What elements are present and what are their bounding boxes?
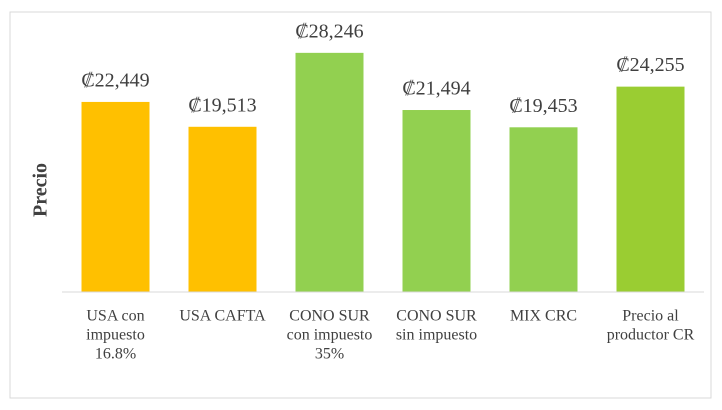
bar (295, 52, 364, 293)
x-tick-label: 16.8% (95, 346, 136, 363)
value-label: ₡19,453 (509, 95, 577, 117)
x-tick-label: impuesto (86, 327, 145, 344)
bar (402, 110, 471, 293)
bar (616, 86, 685, 293)
value-label: ₡24,255 (616, 54, 684, 76)
x-tick-label: productor CR (607, 327, 695, 344)
x-tick-label: sin impuesto (396, 327, 477, 344)
x-tick-label: 35% (315, 346, 344, 363)
x-tick-label: MIX CRC (510, 308, 577, 325)
x-tick-label: USA CAFTA (179, 308, 266, 325)
x-tick-label: USA con (86, 308, 144, 325)
x-tick-label: CONO SUR (289, 308, 370, 325)
value-label: ₡28,246 (295, 20, 363, 42)
bar (81, 101, 150, 293)
value-label: ₡21,494 (402, 78, 470, 100)
x-tick-label: Precio al (622, 308, 679, 325)
bar (509, 127, 578, 292)
x-tick-label: CONO SUR (396, 308, 477, 325)
y-axis-label: Precio (30, 163, 52, 217)
x-tick-label: con impuesto (287, 327, 373, 344)
value-label: ₡22,449 (81, 70, 149, 92)
bar (188, 126, 257, 292)
value-label: ₡19,513 (188, 94, 256, 116)
